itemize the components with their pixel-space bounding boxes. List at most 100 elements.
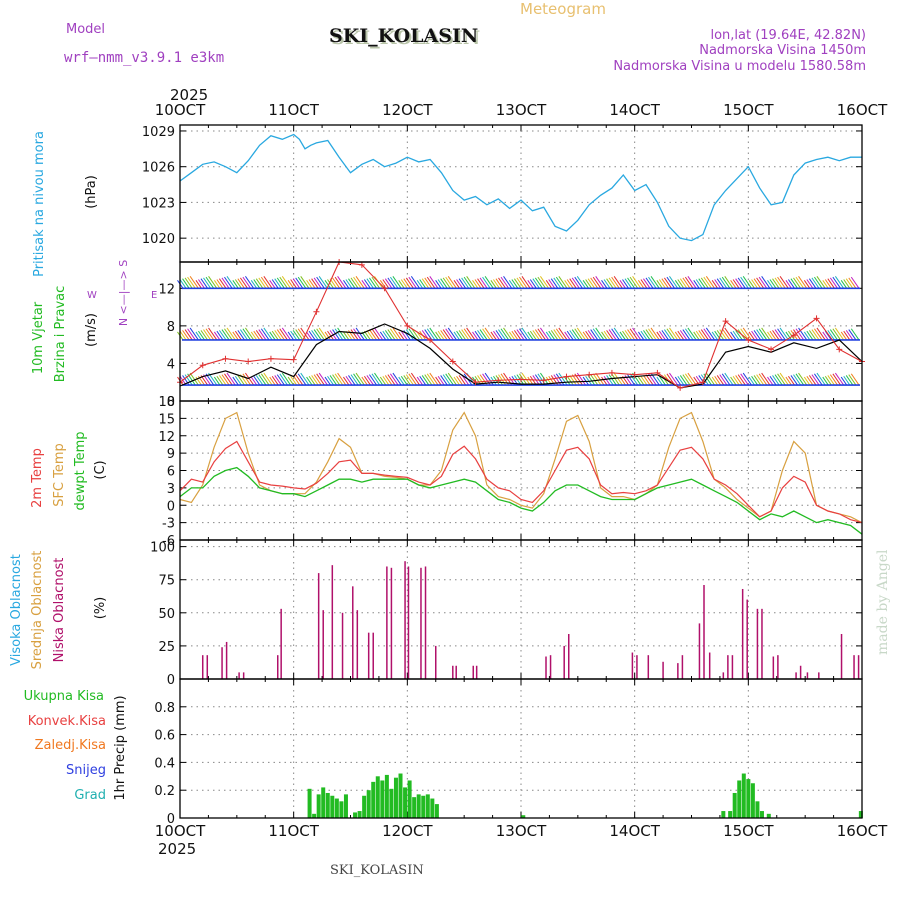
wind-barb [260, 373, 270, 386]
wind-barb [334, 276, 344, 289]
wind-barb [421, 375, 430, 386]
wind-barb [513, 330, 522, 341]
wind-barb [384, 330, 393, 341]
wind-barb [363, 330, 371, 341]
wind-gust-marker [722, 318, 729, 325]
wind-barb [619, 280, 626, 289]
wind-barb [721, 276, 731, 289]
wind-barb [374, 372, 384, 386]
wind-barb [366, 375, 374, 386]
wind-barb [840, 280, 848, 289]
y-tick-label: 25 [158, 640, 175, 655]
wind-barb [774, 277, 783, 289]
wind-barb [513, 278, 522, 289]
wind-barb [447, 276, 457, 289]
wind-barb [682, 329, 691, 341]
wind-barb [250, 331, 258, 341]
wind-barb [808, 278, 817, 289]
wind-barb [664, 277, 672, 289]
wind-barb [308, 279, 316, 289]
wind-barb [714, 375, 722, 386]
wind-barb [324, 376, 331, 386]
y-tick-label: 1023 [142, 196, 175, 211]
wind-barb [569, 330, 577, 341]
wind-barb [711, 280, 719, 289]
wind-barb [203, 277, 212, 289]
wind-barb [679, 278, 688, 289]
wind-barb [822, 280, 829, 289]
wind-barb [619, 376, 626, 386]
precip-bar [380, 780, 385, 818]
wind-barb [803, 280, 811, 289]
wind-gust-marker [631, 371, 638, 378]
wind-barb [508, 280, 516, 289]
wind-barb [484, 327, 494, 341]
wind-barb [295, 277, 304, 289]
wind-barb [606, 330, 614, 341]
wind-barb [564, 331, 571, 341]
wind-barb [595, 327, 605, 341]
wind-gust-marker [654, 369, 661, 376]
wind-barb [508, 331, 516, 341]
precip-bar [384, 774, 389, 818]
wind-barb [767, 280, 774, 289]
wind-barb [677, 279, 685, 289]
wind-barb [748, 376, 755, 386]
year-top: 2025 [170, 86, 208, 104]
wind-barb [566, 279, 574, 289]
wind-barb [656, 280, 663, 289]
wind-gust-marker [199, 362, 206, 369]
wind-barb [387, 277, 396, 289]
wind-barb [389, 373, 399, 386]
wind-gust-marker [563, 373, 570, 380]
wind-barb [534, 329, 543, 341]
wind-gust-marker [290, 356, 297, 363]
wind-barb [297, 276, 307, 289]
precip-bar [312, 813, 317, 818]
wind-barb [519, 276, 528, 289]
wind-barb [682, 374, 691, 386]
wind-barb [498, 277, 507, 289]
wind-barb [767, 331, 774, 341]
wind-barb [611, 373, 620, 386]
wind-barb [601, 331, 608, 341]
wind-barb [748, 331, 755, 341]
wind-barb [806, 279, 814, 289]
y-tick-label: 0 [167, 395, 175, 410]
wind-barb [769, 279, 777, 289]
wind-gust-marker [836, 346, 843, 353]
wind-gust-marker [472, 379, 479, 386]
wind-barb [705, 276, 715, 289]
wind-barb [751, 279, 759, 289]
wind-gust-marker [518, 376, 524, 383]
wind-barb [795, 276, 805, 289]
wind-barb [603, 279, 611, 289]
wind-barb [661, 330, 669, 341]
model-label: Model [66, 22, 105, 37]
wind-barb [724, 372, 734, 386]
wind-barb [840, 376, 848, 386]
wind-barb [332, 277, 341, 289]
wind-barb [355, 327, 365, 341]
wind-barb [345, 279, 353, 289]
wind-barb [440, 375, 448, 386]
wind-barb [674, 376, 682, 386]
wind-barb [774, 329, 783, 341]
precip-bar [321, 787, 326, 818]
cloud-high-title: Visoka Oblacnost [9, 554, 24, 666]
wind-barb [840, 331, 848, 341]
wind-barb [187, 328, 196, 341]
wind-barb [845, 278, 854, 289]
wind-barb [271, 279, 279, 289]
wind-barb [239, 277, 248, 289]
wind-barb [595, 276, 605, 289]
wind-barb [529, 330, 537, 341]
wind-barb [224, 276, 233, 289]
wind-barb [297, 373, 307, 386]
wind-barb [587, 330, 596, 341]
wind-barb [474, 279, 482, 289]
wind-barb [569, 375, 577, 386]
wind-barb [216, 375, 224, 386]
wind-barb [669, 372, 679, 386]
wind-barb [281, 372, 291, 386]
